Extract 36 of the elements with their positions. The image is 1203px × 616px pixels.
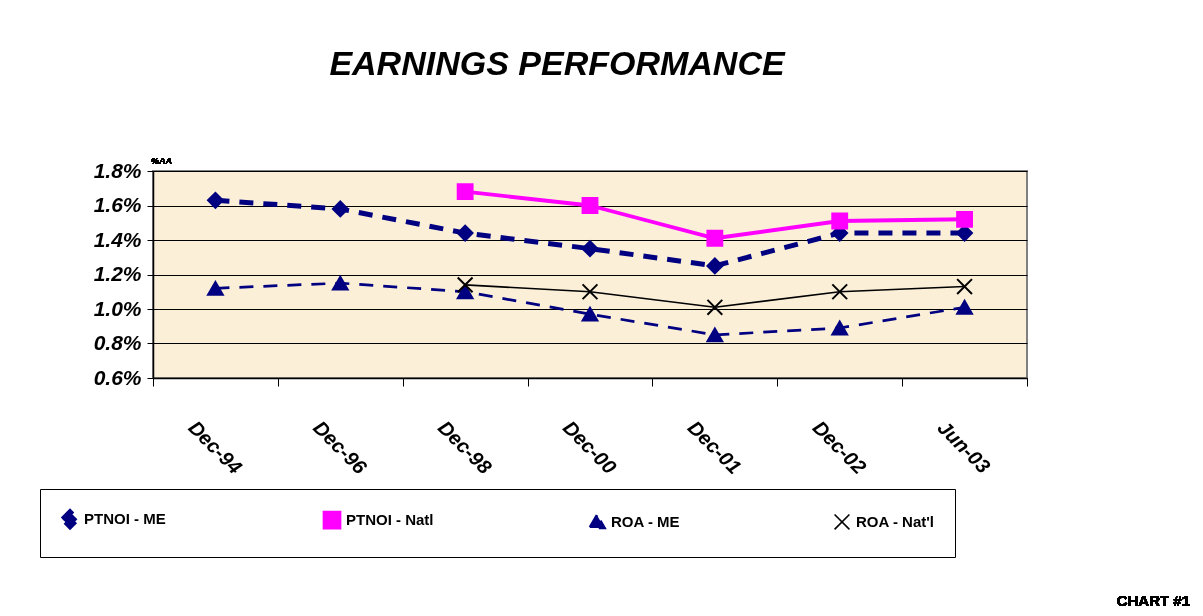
text: %AA [151,156,173,166]
point [456,284,474,300]
point [456,276,474,294]
point [331,200,349,218]
point [706,229,724,247]
point [831,283,849,301]
point [831,212,849,230]
point [706,298,724,316]
point [956,299,973,315]
point [831,320,849,336]
point [581,197,599,214]
point [706,257,724,275]
point [956,210,973,228]
y-tick-label: 1.6% [93,193,142,216]
point [581,306,599,322]
point [207,191,224,209]
y-tick-label: 0.6% [93,365,142,389]
point [581,240,599,258]
point [331,275,349,291]
point [456,183,474,201]
point [207,280,224,296]
point [706,327,724,343]
y-tick-label: 1.0% [93,296,142,320]
point [456,224,474,242]
y-tick-label: 1.4% [93,227,142,251]
legend-label: ROA - ME [611,512,680,530]
chart-title: EARNINGS PERFORMANCE [329,44,786,82]
y-tick-label: 1.8% [93,158,142,182]
y-tick-label: 1.2% [93,262,142,285]
legend-label: PTNOI - ME [84,510,166,528]
y-tick-label: 0.8% [93,331,142,354]
point [581,283,599,301]
legend-label: ROA - Nat'l [856,512,935,530]
text: CHART #1 [1116,592,1190,609]
point [956,278,973,295]
legend-label: PTNOI - Natl [346,511,434,529]
